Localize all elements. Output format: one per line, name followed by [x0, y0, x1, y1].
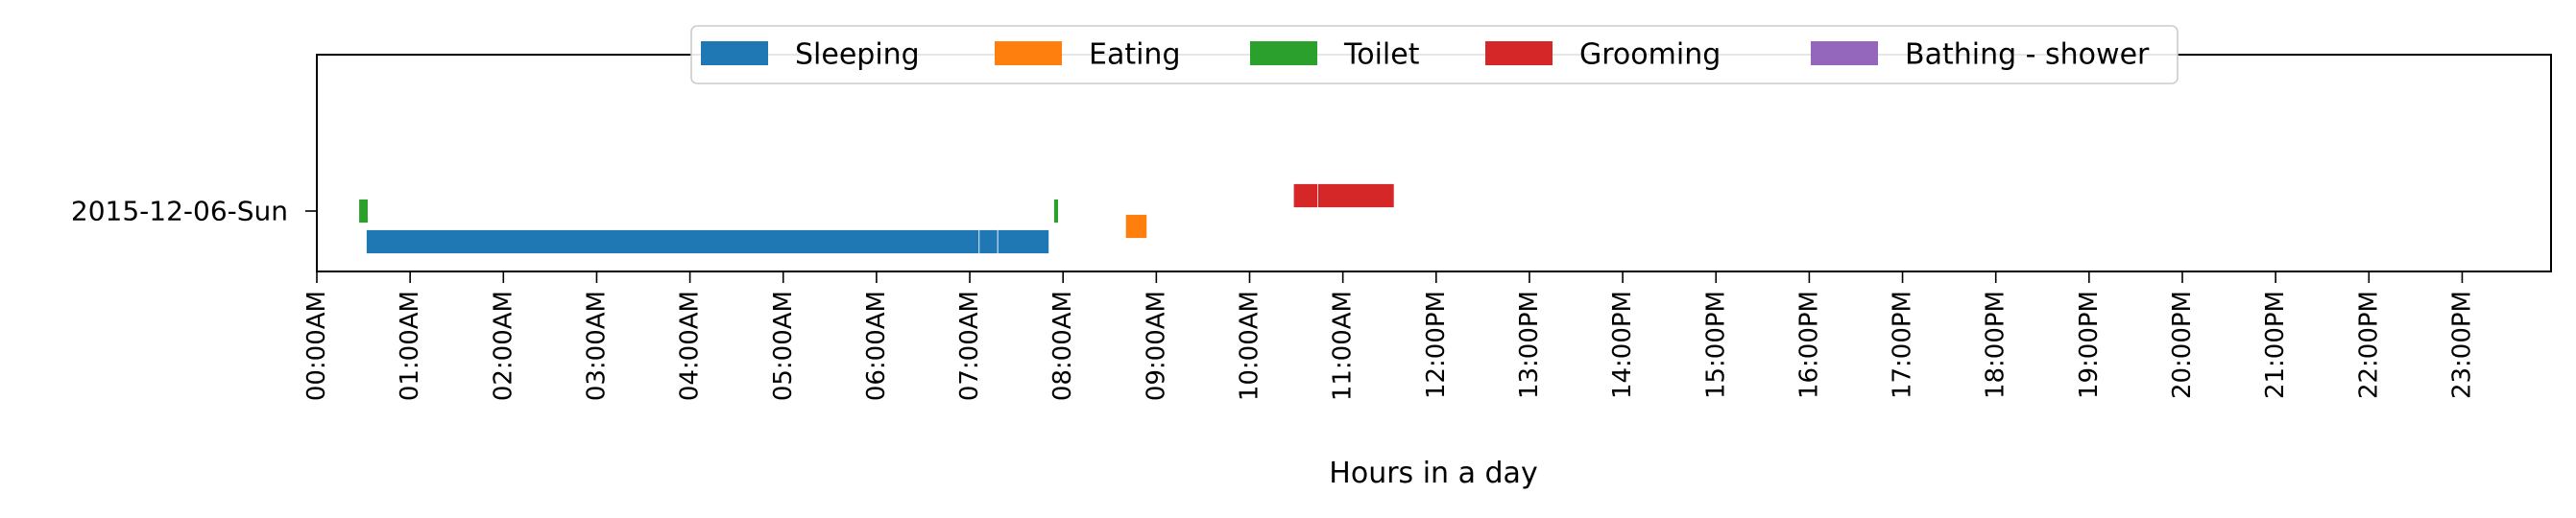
bar-grooming-0 — [1292, 183, 1318, 208]
x-tick-label: 12:00PM — [1422, 291, 1451, 399]
bar-toilet-1 — [1053, 199, 1059, 224]
legend-swatch-sleeping — [701, 41, 768, 65]
x-tick-label: 18:00PM — [1982, 291, 2010, 399]
bar-grooming-1 — [1317, 183, 1395, 208]
x-axis-label: Hours in a day — [1329, 457, 1537, 490]
x-tick-label: 07:00AM — [955, 291, 984, 401]
x-tick-label: 14:00PM — [1608, 291, 1637, 399]
legend-label: Grooming — [1579, 38, 1721, 72]
chart-marks — [358, 183, 1395, 254]
x-tick-label: 04:00AM — [676, 291, 705, 401]
bar-toilet-0 — [358, 199, 369, 224]
bar-sleeping-2 — [997, 229, 1049, 254]
x-tick-label: 23:00PM — [2447, 291, 2476, 399]
x-tick-label: 19:00PM — [2075, 291, 2104, 399]
y-axis: 2015-12-06-Sun — [71, 196, 317, 227]
legend-label: Bathing - shower — [1905, 38, 2150, 72]
legend-swatch-bathing-shower — [1811, 41, 1878, 65]
x-tick-label: 02:00AM — [489, 291, 518, 401]
y-tick-label: 2015-12-06-Sun — [71, 196, 288, 227]
x-tick-label: 09:00AM — [1142, 291, 1170, 401]
x-tick-label: 22:00PM — [2354, 291, 2383, 399]
x-tick-label: 06:00AM — [862, 291, 891, 401]
legend-swatch-eating — [995, 41, 1062, 65]
x-tick-label: 08:00AM — [1048, 291, 1077, 401]
bar-sleeping-1 — [978, 229, 999, 254]
x-tick-label: 03:00AM — [582, 291, 611, 401]
x-tick-label: 00:00AM — [302, 291, 331, 401]
x-tick-label: 21:00PM — [2261, 291, 2290, 399]
legend-label: Sleeping — [795, 38, 920, 72]
x-tick-label: 13:00PM — [1515, 291, 1544, 399]
x-tick-label: 01:00AM — [396, 291, 424, 401]
x-tick-label: 20:00PM — [2168, 291, 2197, 399]
x-tick-label: 15:00PM — [1701, 291, 1730, 399]
x-tick-label: 10:00AM — [1236, 291, 1264, 401]
legend-swatch-toilet — [1250, 41, 1317, 65]
legend: Sleeping Eating Toilet Grooming Bathing - sh… — [690, 25, 2179, 84]
x-tick-label: 17:00PM — [1889, 291, 1917, 399]
bar-eating-0 — [1124, 214, 1148, 239]
bar-sleeping-0 — [366, 229, 980, 254]
legend-label: Toilet — [1343, 38, 1420, 72]
legend-frame — [690, 25, 2179, 84]
legend-label: Eating — [1089, 38, 1181, 72]
legend-swatch-grooming — [1485, 41, 1553, 65]
x-tick-label: 16:00PM — [1794, 291, 1823, 399]
x-axis: 00:00AM 01:00AM 02:00AM 03:00AM 04:00AM 05:00… — [302, 271, 2476, 401]
x-tick-label: 05:00AM — [769, 291, 798, 401]
x-tick-label: 11:00AM — [1329, 291, 1358, 401]
